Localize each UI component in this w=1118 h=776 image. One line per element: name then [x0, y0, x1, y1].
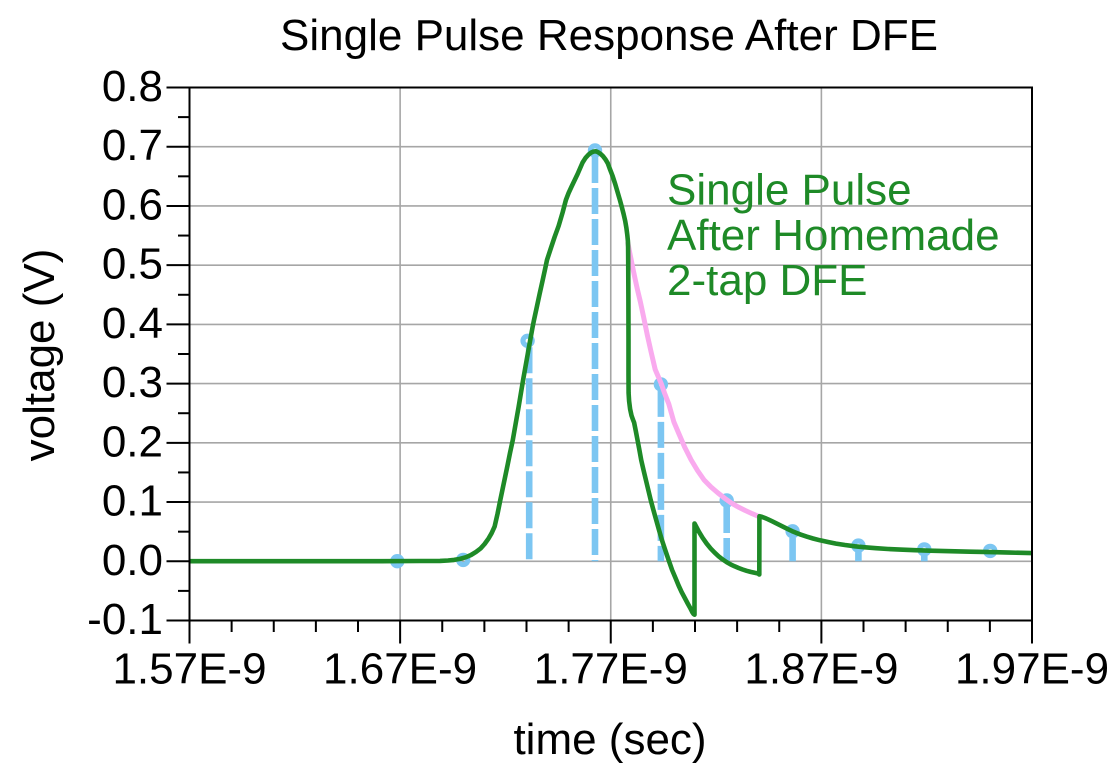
svg-text:0.6: 0.6	[102, 180, 163, 229]
svg-text:Single Pulse: Single Pulse	[667, 166, 912, 215]
svg-text:time (sec): time (sec)	[513, 715, 706, 764]
svg-text:0.4: 0.4	[102, 299, 163, 348]
svg-text:1.57E-9: 1.57E-9	[112, 645, 266, 694]
svg-text:0.7: 0.7	[102, 121, 163, 170]
svg-text:0.1: 0.1	[102, 477, 163, 526]
svg-text:2-tap DFE: 2-tap DFE	[667, 256, 868, 305]
svg-text:1.87E-9: 1.87E-9	[744, 645, 898, 694]
svg-text:0.8: 0.8	[102, 62, 163, 111]
svg-text:Single Pulse Response After DF: Single Pulse Response After DFE	[280, 11, 938, 60]
svg-text:1.67E-9: 1.67E-9	[323, 645, 477, 694]
svg-text:0.2: 0.2	[102, 417, 163, 466]
svg-text:-0.1: -0.1	[87, 595, 163, 644]
svg-text:1.77E-9: 1.77E-9	[534, 645, 688, 694]
svg-text:After Homemade: After Homemade	[667, 211, 1000, 260]
svg-text:0.3: 0.3	[102, 358, 163, 407]
svg-text:0.0: 0.0	[102, 536, 163, 585]
svg-text:voltage (V): voltage (V)	[15, 249, 64, 462]
svg-text:1.97E-9: 1.97E-9	[955, 645, 1109, 694]
svg-text:0.5: 0.5	[102, 240, 163, 289]
